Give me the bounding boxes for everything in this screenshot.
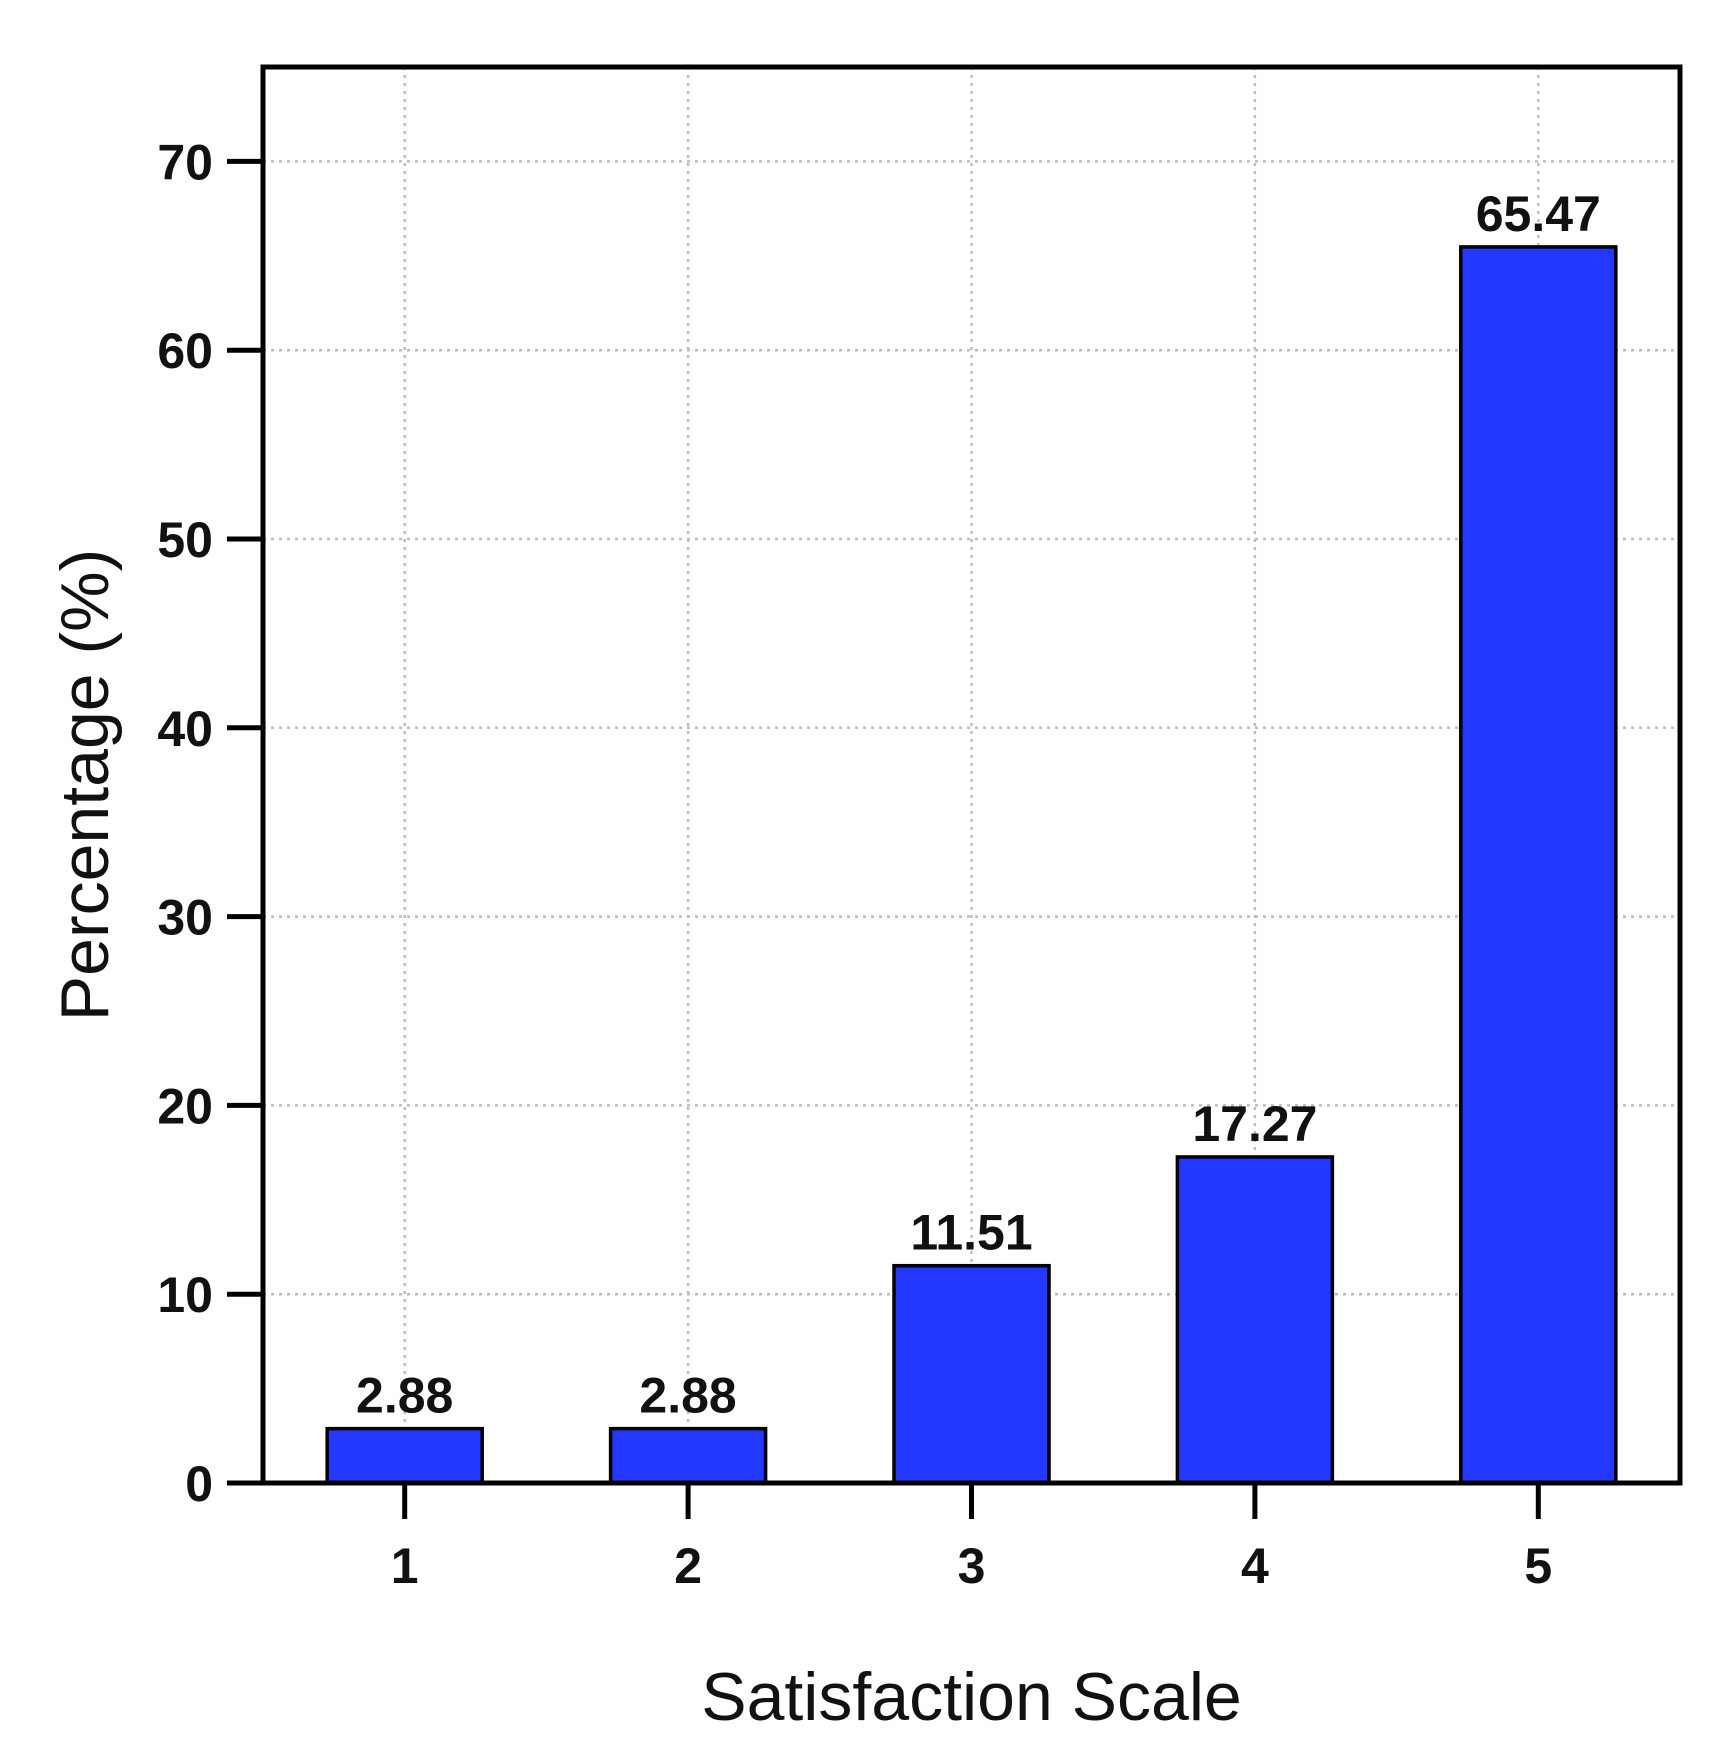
bar-4 <box>1175 1155 1335 1485</box>
y-tick-label-60: 60 <box>157 323 213 379</box>
bars <box>325 245 1618 1485</box>
bar-1 <box>325 1426 484 1485</box>
y-tick-label-0: 0 <box>185 1456 213 1512</box>
data-labels: 2.88 2.88 11.51 17.27 65.47 <box>356 186 1601 1424</box>
y-tick-label-40: 40 <box>157 701 213 757</box>
x-tick-label-1: 1 <box>391 1538 419 1594</box>
bar-3 <box>892 1263 1051 1485</box>
y-tick-label-30: 30 <box>157 890 213 946</box>
data-label-3: 11.51 <box>910 1205 1032 1261</box>
x-tick-label-4: 4 <box>1241 1538 1269 1594</box>
x-tick-label-2: 2 <box>674 1538 702 1594</box>
data-label-5: 65.47 <box>1476 186 1601 242</box>
y-axis: 0 10 20 30 40 50 60 70 <box>157 134 263 1512</box>
y-axis-title: Percentage (%) <box>47 549 123 1021</box>
x-tick-label-3: 3 <box>958 1538 986 1594</box>
x-axis-title: Satisfaction Scale <box>701 1659 1242 1735</box>
data-label-2: 2.88 <box>639 1368 736 1424</box>
y-tick-label-10: 10 <box>157 1267 213 1323</box>
x-axis: 1 2 3 4 5 <box>391 1483 1552 1594</box>
bar-2 <box>608 1426 768 1485</box>
y-tick-label-70: 70 <box>157 134 213 190</box>
data-label-1: 2.88 <box>356 1368 453 1424</box>
x-tick-label-5: 5 <box>1524 1538 1552 1594</box>
y-tick-label-50: 50 <box>157 512 213 568</box>
bar-5 <box>1459 245 1618 1485</box>
data-label-4: 17.27 <box>1192 1096 1317 1152</box>
y-tick-label-20: 20 <box>157 1078 213 1134</box>
